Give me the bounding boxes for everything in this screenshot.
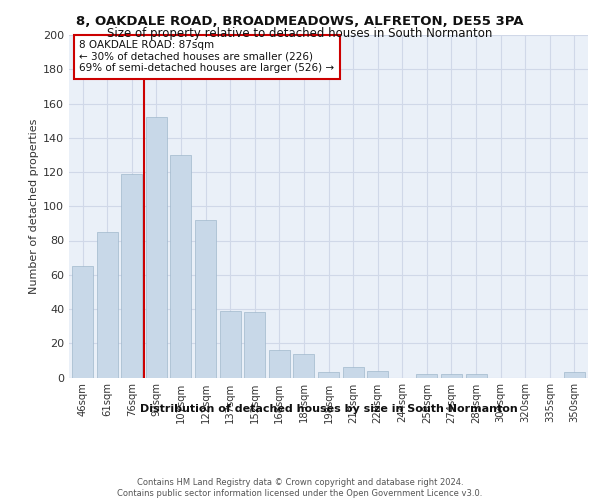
Y-axis label: Number of detached properties: Number of detached properties xyxy=(29,118,39,294)
Text: Distribution of detached houses by size in South Normanton: Distribution of detached houses by size … xyxy=(140,404,518,414)
Bar xyxy=(220,310,241,378)
Bar xyxy=(416,374,437,378)
Bar xyxy=(564,372,585,378)
Bar xyxy=(441,374,462,378)
Bar xyxy=(146,117,167,378)
Bar xyxy=(318,372,339,378)
Text: 8 OAKDALE ROAD: 87sqm
← 30% of detached houses are smaller (226)
69% of semi-det: 8 OAKDALE ROAD: 87sqm ← 30% of detached … xyxy=(79,40,335,74)
Bar xyxy=(367,370,388,378)
Text: 8, OAKDALE ROAD, BROADMEADOWS, ALFRETON, DE55 3PA: 8, OAKDALE ROAD, BROADMEADOWS, ALFRETON,… xyxy=(76,15,524,28)
Bar xyxy=(170,155,191,378)
Bar xyxy=(195,220,216,378)
Text: Size of property relative to detached houses in South Normanton: Size of property relative to detached ho… xyxy=(107,28,493,40)
Text: Contains HM Land Registry data © Crown copyright and database right 2024.
Contai: Contains HM Land Registry data © Crown c… xyxy=(118,478,482,498)
Bar xyxy=(269,350,290,378)
Bar xyxy=(293,354,314,378)
Bar xyxy=(97,232,118,378)
Bar xyxy=(343,367,364,378)
Bar xyxy=(72,266,93,378)
Bar xyxy=(466,374,487,378)
Bar xyxy=(121,174,142,378)
Bar xyxy=(244,312,265,378)
